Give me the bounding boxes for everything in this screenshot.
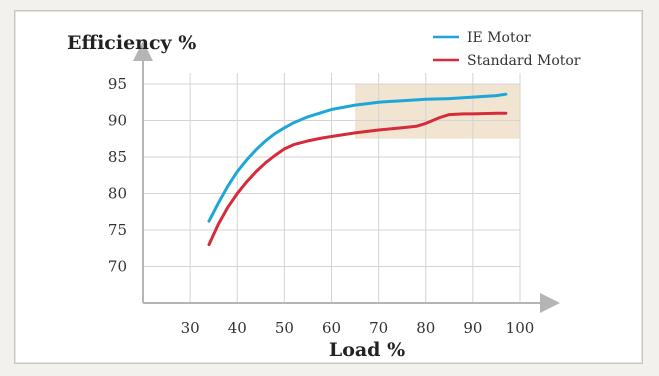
series-line-ie-motor (207, 92, 508, 223)
y-tick-label-95: 95 (108, 75, 127, 93)
x-axis-label: Load % (329, 339, 405, 361)
x-tick-label-100: 100 (506, 319, 535, 337)
chart-title: Efficiency % (67, 32, 196, 54)
y-tick-label-70: 70 (108, 257, 127, 275)
x-tick-label-60: 60 (322, 319, 341, 337)
y-tick-label-75: 75 (108, 221, 127, 239)
y-tick-label-90: 90 (108, 111, 127, 129)
y-tick-label-80: 80 (108, 184, 127, 202)
legend: IE Motor Standard Motor (433, 30, 581, 69)
x-tick-label-80: 80 (416, 319, 435, 337)
x-tick-label-90: 90 (463, 319, 482, 337)
legend-label-ie-motor: IE Motor (467, 30, 531, 46)
y-tick-label-85: 85 (108, 148, 127, 166)
legend-label-standard-motor: Standard Motor (467, 53, 581, 69)
x-tick-label-70: 70 (369, 319, 388, 337)
efficiency-chart: 70 75 80 85 90 95 30 40 50 60 70 80 90 100 Efficiency… (67, 30, 581, 361)
x-tick-label-50: 50 (275, 319, 294, 337)
series-line-standard-motor (207, 111, 508, 247)
x-tick-label-30: 30 (181, 319, 200, 337)
chart-frame: 70 75 80 85 90 95 30 40 50 60 70 80 90 100 Efficiency… (14, 10, 643, 364)
x-tick-label-40: 40 (228, 319, 247, 337)
